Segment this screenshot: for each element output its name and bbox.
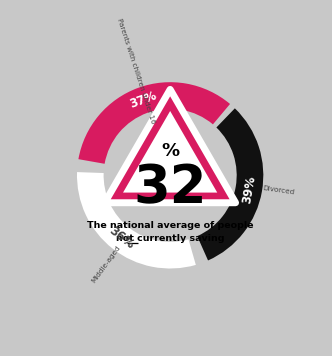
Polygon shape (123, 111, 217, 193)
Wedge shape (197, 108, 263, 261)
Text: 32: 32 (133, 163, 207, 215)
Text: Middle-aged: Middle-aged (90, 244, 121, 284)
Text: 36%: 36% (106, 225, 136, 252)
Wedge shape (77, 172, 196, 268)
Text: 37%: 37% (127, 89, 158, 111)
Text: The national average of people: The national average of people (87, 221, 253, 230)
Text: Parents with children under 16: Parents with children under 16 (116, 17, 156, 125)
Wedge shape (78, 82, 230, 164)
Text: Divorced: Divorced (263, 185, 295, 196)
Polygon shape (105, 89, 236, 203)
Text: %: % (161, 142, 179, 160)
Text: 39%: 39% (240, 174, 258, 204)
Text: not currently saving: not currently saving (116, 234, 224, 243)
